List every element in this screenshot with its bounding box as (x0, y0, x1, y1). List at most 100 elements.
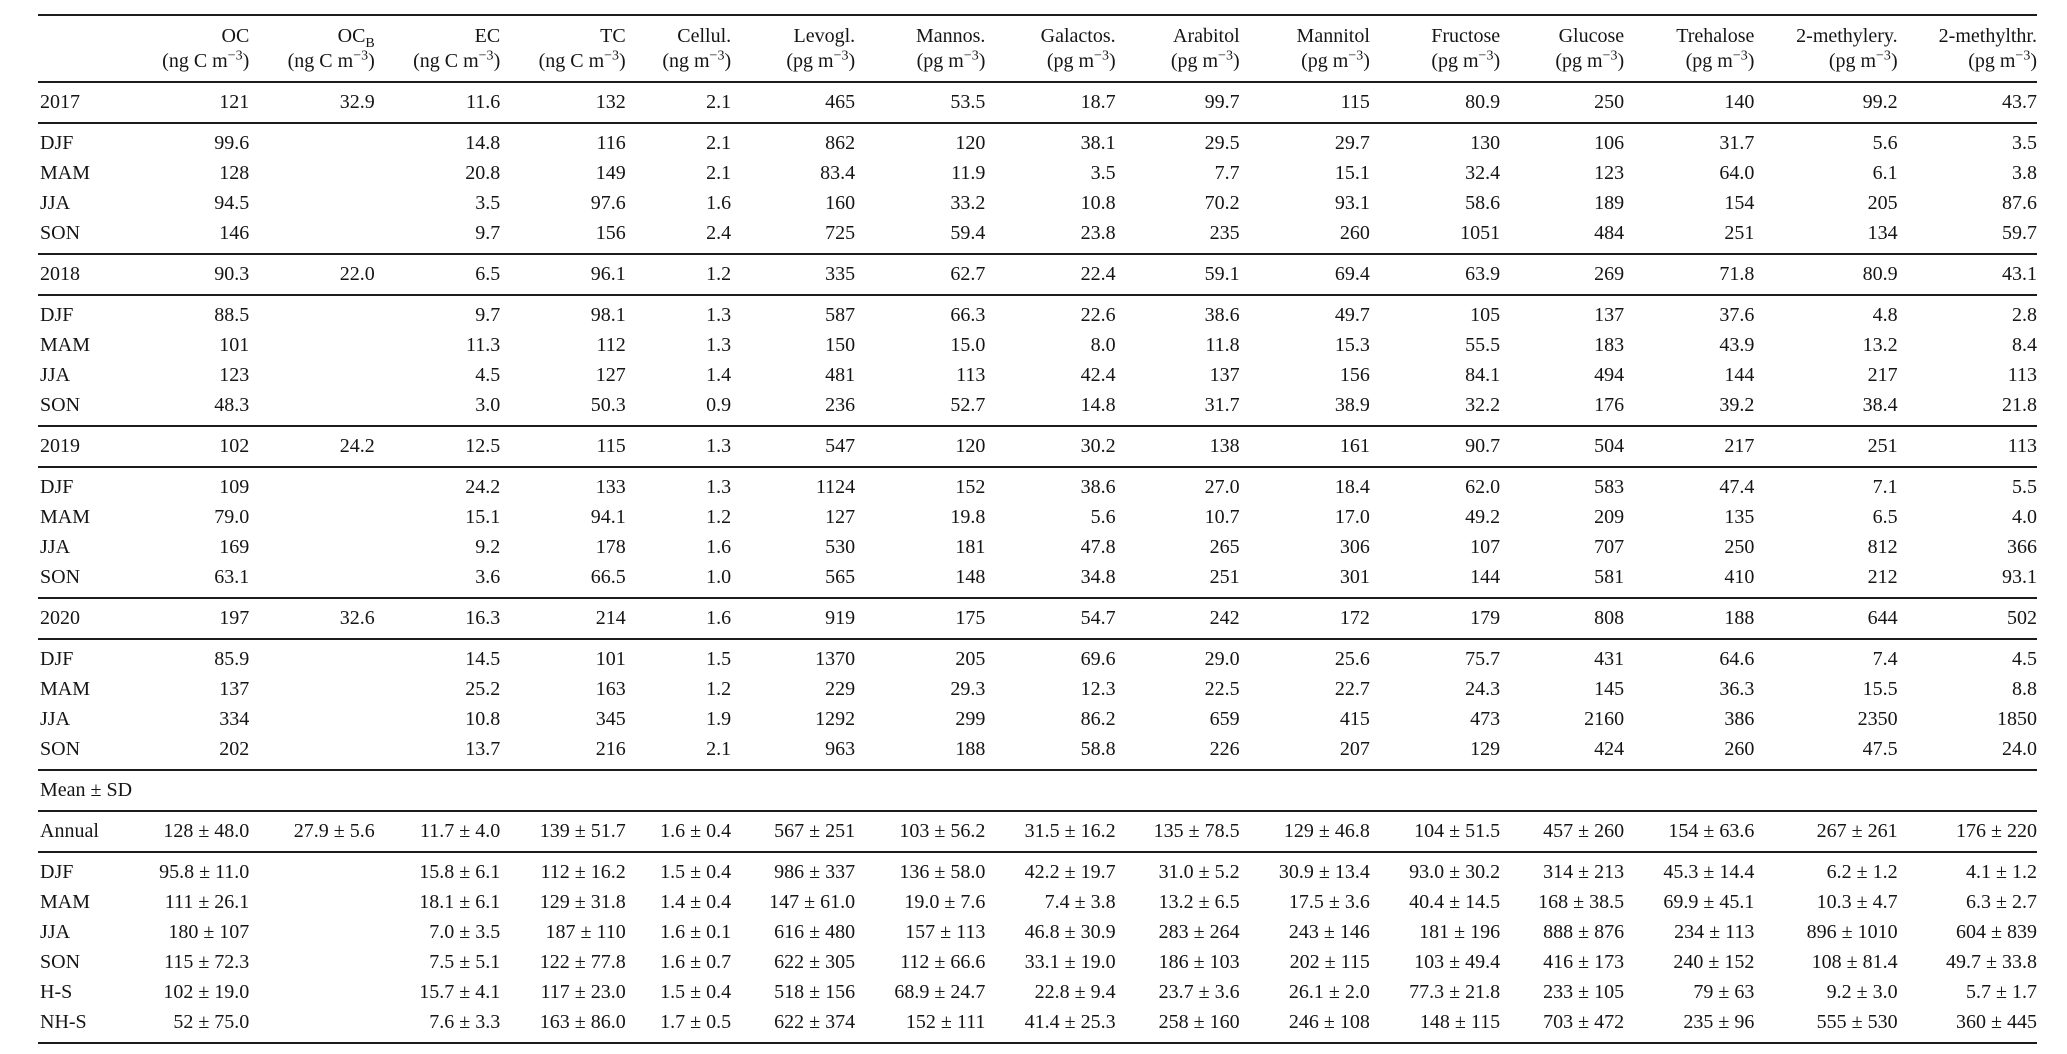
table-row: 2020 197 32.6 16.3 214 1.6 919 175 54.7 242 172 179… (38, 597, 2037, 639)
table-row: SON 63.1 3.6 66.5 1.0 565 148 34.8 251 301 144 581 4… (38, 563, 2037, 599)
value-cell: 1.6 ± 0.1 (660, 921, 732, 943)
value-cell: 96.1 (500, 253, 626, 295)
row-label: DJF (38, 851, 120, 888)
row-label: Annual (38, 810, 120, 852)
value-cell: 919 (731, 597, 856, 639)
value-cell: 567 ± 251 (731, 810, 856, 852)
table-row: SON 146 9.7 156 2.4 725 59.4 23.8 235 260 1051 484 2… (38, 219, 2037, 255)
value-cell: 188 (955, 738, 986, 760)
value-cell: 40.4 ± 14.5 (1409, 891, 1501, 913)
column-unit: (pg m−3) (1555, 48, 1625, 72)
value-cell: 1.3 (625, 294, 732, 331)
value-cell: 169 (219, 536, 250, 558)
value-cell: 172 (1239, 597, 1370, 639)
value-cell: 1850 (1997, 708, 2037, 730)
value-cell: 11.8 (1205, 334, 1240, 356)
value-cell: 55.5 (1465, 334, 1501, 356)
column-label: 2-methylthr. (1938, 25, 2037, 47)
value-cell: 12.3 (1080, 678, 1116, 700)
value-cell: 209 (1594, 506, 1625, 528)
value-cell: 178 (595, 536, 626, 558)
value-cell: 152 ± 111 (905, 1011, 986, 1033)
column-header: Fructose (pg m−3) (1369, 15, 1501, 83)
value-cell: 963 (825, 738, 856, 760)
value-cell: 38.4 (1862, 394, 1898, 416)
value-cell: 163 ± 86.0 (539, 1011, 626, 1033)
value-cell: 42.4 (1080, 364, 1116, 386)
column-label: Galactos. (1040, 25, 1116, 47)
value-cell: 120 (855, 122, 986, 159)
value-cell: 64.0 (1719, 162, 1755, 184)
value-cell: 583 (1500, 466, 1625, 503)
value-cell: 31.0 ± 5.2 (1115, 851, 1240, 888)
value-cell: 4.1 ± 1.2 (1897, 851, 2037, 888)
value-cell: 3.5 (1090, 162, 1116, 184)
table-row: MAM 128 20.8 149 2.1 83.4 11.9 3.5 7.7 15.1 32.4 12… (38, 159, 2037, 189)
value-cell: 86.2 (1080, 708, 1116, 730)
value-cell: 212 (1867, 566, 1898, 588)
column-unit: (pg m−3) (786, 48, 856, 72)
column-unit: (pg m−3) (1431, 48, 1501, 72)
value-cell: 587 (731, 294, 856, 331)
value-cell: 216 (595, 738, 626, 760)
value-cell: 22.8 ± 9.4 (1034, 981, 1116, 1003)
value-cell: 181 (955, 536, 986, 558)
value-cell: 79 ± 63 (1693, 981, 1755, 1003)
value-cell: 243 ± 146 (1288, 921, 1370, 943)
value-cell: 11.3 (465, 334, 501, 356)
column-header: Trehalose (pg m−3) (1624, 15, 1755, 83)
value-cell: 66.5 (590, 566, 626, 588)
value-cell: 1.6 (706, 536, 732, 558)
value-cell: 112 ± 66.6 (900, 951, 986, 973)
value-cell: 181 ± 196 (1419, 921, 1501, 943)
value-cell: 9.7 (475, 222, 501, 244)
column-unit: (ng m−3) (662, 48, 732, 72)
value-cell: 481 (825, 364, 856, 386)
value-cell: 98.1 (500, 294, 626, 331)
value-cell: 16.3 (374, 597, 501, 639)
value-cell: 15.7 ± 4.1 (419, 981, 501, 1003)
value-cell: 70.2 (1204, 192, 1240, 214)
row-label: JJA (40, 192, 71, 214)
row-label: JJA (40, 708, 71, 730)
value-cell: 306 (1339, 536, 1370, 558)
column-unit: (pg m−3) (916, 48, 986, 72)
row-label: 2019 (38, 425, 120, 467)
row-label: NH-S (40, 1011, 87, 1033)
row-label: MAM (40, 678, 91, 700)
value-cell: 46.8 ± 30.9 (1024, 921, 1116, 943)
value-cell: 207 (1339, 738, 1370, 760)
value-cell: 49.7 ± 33.8 (1946, 951, 2037, 973)
value-cell: 69.6 (985, 638, 1116, 675)
value-cell: 431 (1500, 638, 1625, 675)
value-cell: 20.8 (465, 162, 501, 184)
table-row: DJF 85.9 14.5 101 1.5 1370 205 69.6 29.0 25.6 75.7… (38, 638, 2037, 675)
value-cell: 15.1 (1334, 162, 1370, 184)
value-cell: 1.4 (706, 364, 732, 386)
column-header: Arabitol (pg m−3) (1115, 15, 1240, 83)
value-cell: 75.7 (1369, 638, 1501, 675)
value-cell: 1.6 ± 0.4 (625, 810, 732, 852)
value-cell: 1.5 ± 0.4 (625, 851, 732, 888)
value-cell: 146 (219, 222, 250, 244)
value-cell: 160 (825, 192, 856, 214)
table-row: 2017 121 32.9 11.6 132 2.1 465 53.5 18.7 99.7 115 8… (38, 81, 2037, 123)
value-cell: 267 ± 261 (1754, 810, 1898, 852)
value-cell: 64.6 (1624, 638, 1755, 675)
table-row: SON 48.3 3.0 50.3 0.9 236 52.7 14.8 31.7 38.9 32.2… (38, 391, 2037, 427)
value-cell: 1.6 (706, 192, 732, 214)
value-cell: 179 (1369, 597, 1501, 639)
value-cell: 604 ± 839 (1956, 921, 2037, 943)
value-cell: 186 ± 103 (1158, 951, 1240, 973)
value-cell: 896 ± 1010 (1806, 921, 1898, 943)
value-cell: 6.2 ± 1.2 (1754, 851, 1898, 888)
value-cell (249, 735, 374, 771)
value-cell: 129 (1470, 738, 1501, 760)
value-cell: 1370 (731, 638, 856, 675)
value-cell: 150 (825, 334, 856, 356)
row-label: MAM (40, 334, 91, 356)
value-cell: 22.5 (1204, 678, 1240, 700)
value-cell: 154 ± 63.6 (1624, 810, 1755, 852)
table-row: 2019 102 24.2 12.5 115 1.3 547 120 30.2 138 161 90.… (38, 425, 2037, 467)
